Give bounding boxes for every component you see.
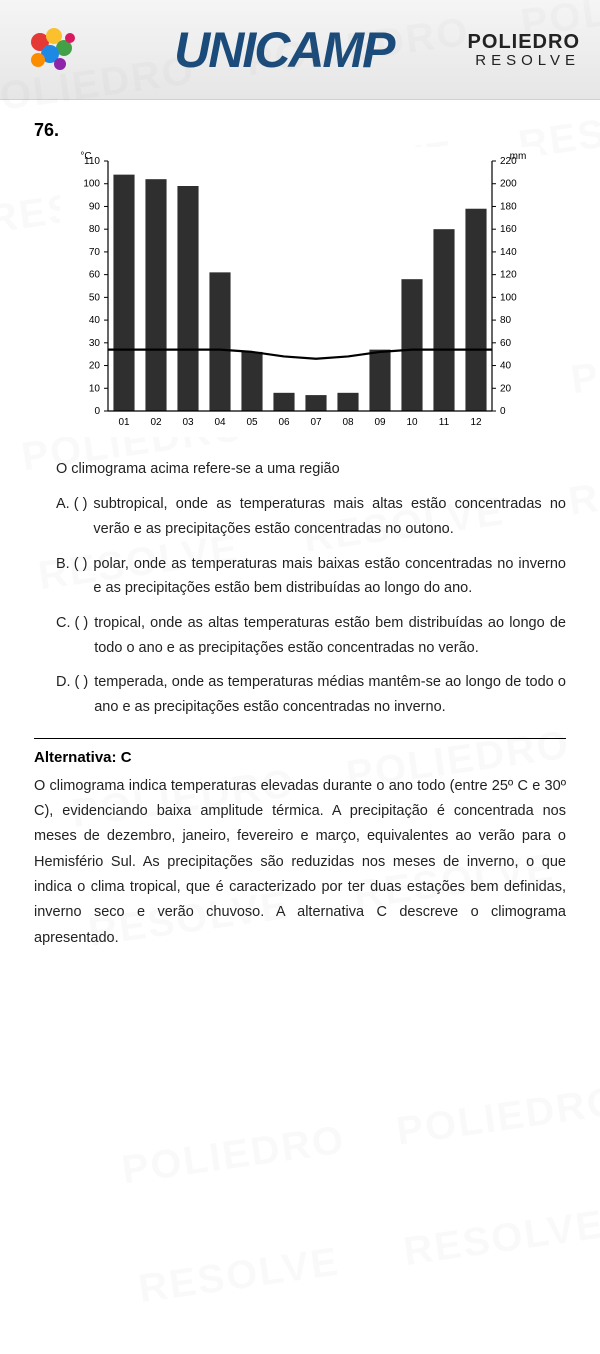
y-left-tick: 60: [89, 270, 101, 281]
precip-bar: [113, 175, 134, 411]
y-left-tick: 80: [89, 224, 101, 235]
option-row: C. ( ) tropical, onde as altas temperatu…: [56, 611, 566, 660]
precip-bar: [241, 352, 262, 411]
y-right-tick: 40: [500, 361, 512, 372]
header-brand-top: POLIEDRO: [468, 31, 580, 54]
question-number: 76.: [34, 120, 566, 141]
y-right-tick: 20: [500, 383, 512, 394]
y-right-tick: 140: [500, 247, 517, 258]
x-tick: 02: [150, 417, 162, 428]
header-brand-bot: RESOLVE: [468, 52, 580, 69]
header-brand: POLIEDRO RESOLVE: [468, 31, 580, 69]
y-right-tick: 0: [500, 406, 506, 417]
x-tick: 09: [374, 417, 386, 428]
precip-bar: [177, 186, 198, 411]
precip-bar: [145, 179, 166, 411]
x-tick: 07: [310, 417, 322, 428]
right-unit: mm: [510, 151, 527, 162]
y-right-tick: 200: [500, 179, 517, 190]
x-tick: 11: [439, 417, 450, 428]
y-left-tick: 50: [89, 292, 101, 303]
precip-bar: [273, 393, 294, 411]
x-tick: 03: [182, 417, 194, 428]
option-text: temperada, onde as temperaturas médias m…: [88, 670, 566, 719]
option-text: subtropical, onde as temperaturas mais a…: [87, 492, 566, 541]
x-tick: 08: [342, 417, 354, 428]
y-left-tick: 20: [89, 361, 101, 372]
x-tick: 06: [278, 417, 290, 428]
x-tick: 10: [406, 417, 418, 428]
header-title: UNICAMP: [90, 21, 468, 79]
x-tick: 01: [118, 417, 130, 428]
precip-bar: [305, 395, 326, 411]
y-left-tick: 90: [89, 201, 101, 212]
x-tick: 04: [214, 417, 226, 428]
option-text: tropical, onde as altas temperaturas est…: [88, 611, 566, 660]
option-label: C. ( ): [56, 611, 88, 660]
precip-bar: [465, 209, 486, 411]
y-left-tick: 40: [89, 315, 101, 326]
climograph-chart: 0102030405060708090100110020406080100120…: [60, 147, 540, 442]
y-left-tick: 100: [83, 179, 100, 190]
options-list: A. ( ) subtropical, onde as temperaturas…: [34, 492, 566, 719]
y-right-tick: 160: [500, 224, 517, 235]
y-left-tick: 30: [89, 338, 101, 349]
precip-bar: [369, 350, 390, 411]
x-tick: 05: [246, 417, 258, 428]
x-tick: 12: [470, 417, 482, 428]
precip-bar: [433, 229, 454, 411]
option-label: A. ( ): [56, 492, 87, 541]
y-right-tick: 100: [500, 292, 517, 303]
header: UNICAMP POLIEDRO RESOLVE: [0, 0, 600, 100]
option-text: polar, onde as temperaturas mais baixas …: [87, 552, 566, 601]
y-right-tick: 180: [500, 201, 517, 212]
separator: [34, 738, 566, 739]
y-left-tick: 70: [89, 247, 101, 258]
y-right-tick: 60: [500, 338, 512, 349]
option-row: D. ( ) temperada, onde as temperaturas m…: [56, 670, 566, 719]
answer-text: O climograma indica temperaturas elevada…: [34, 774, 566, 952]
y-left-tick: 10: [89, 383, 101, 394]
content: 76. 010203040506070809010011002040608010…: [0, 100, 600, 961]
y-right-tick: 120: [500, 270, 517, 281]
precip-bar: [337, 393, 358, 411]
precip-bar: [209, 272, 230, 411]
option-row: A. ( ) subtropical, onde as temperaturas…: [56, 492, 566, 541]
chart-svg: 0102030405060708090100110020406080100120…: [60, 147, 540, 437]
question-prompt: O climograma acima refere-se a uma regiã…: [56, 458, 566, 480]
option-label: B. ( ): [56, 552, 87, 601]
option-label: D. ( ): [56, 670, 88, 719]
puzzle-logo-icon: [20, 20, 90, 80]
y-left-tick: 0: [94, 406, 100, 417]
answer-label: Alternativa: C: [34, 749, 566, 766]
left-unit: °C: [80, 151, 91, 162]
y-right-tick: 80: [500, 315, 512, 326]
precip-bar: [401, 279, 422, 411]
option-row: B. ( ) polar, onde as temperaturas mais …: [56, 552, 566, 601]
